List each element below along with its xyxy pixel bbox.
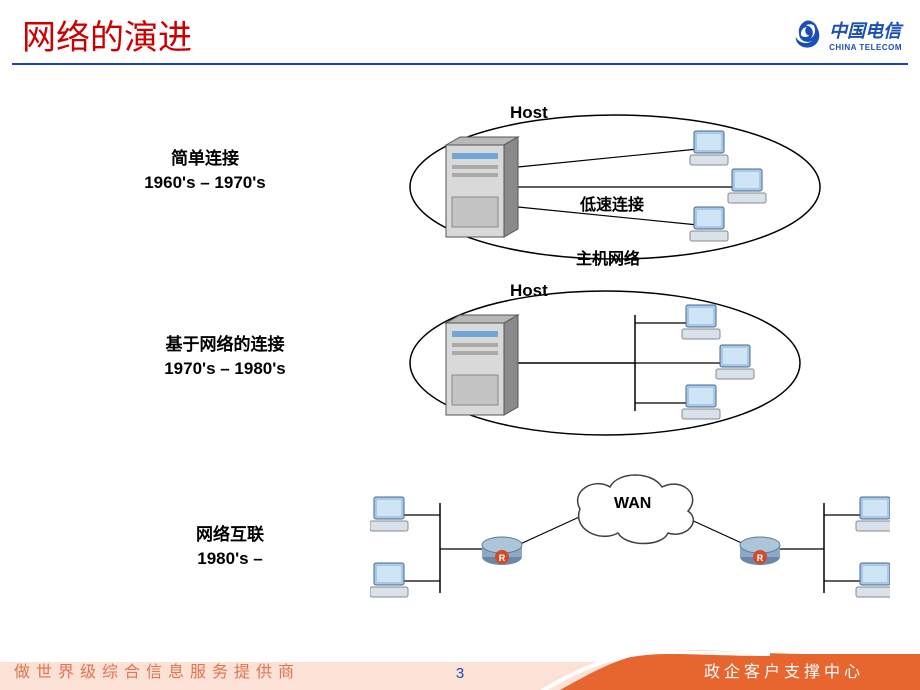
section3-line2: 1980's – (140, 547, 320, 571)
footer: 做世界级综合信息服务提供商 3 政企客户支撑中心 (0, 650, 920, 690)
diagram-internetwork: R R (370, 463, 890, 623)
footer-department: 政企客户支撑中心 (704, 658, 864, 682)
pc-icon (856, 497, 890, 531)
link-label: 低速连接 (580, 191, 644, 215)
pc-icon (370, 497, 408, 531)
pc-icon (716, 345, 754, 379)
section1-line2: 1960's – 1970's (100, 171, 310, 195)
diagram-network-connection: Host (400, 275, 810, 445)
section2-line2: 1970's – 1980's (110, 357, 340, 381)
pc-icon (370, 563, 408, 597)
pc-icon (856, 563, 890, 597)
section1-label: 简单连接 1960's – 1970's (100, 147, 310, 195)
pc-icon (682, 385, 720, 419)
wan-label: WAN (614, 495, 651, 513)
footer-tagline: 做世界级综合信息服务提供商 (14, 658, 300, 682)
section2-label: 基于网络的连接 1970's – 1980's (110, 333, 340, 381)
slide-title: 网络的演进 (22, 10, 192, 59)
router-icon: R (740, 537, 780, 565)
brand-logo: 中国电信 CHINA TELECOM (789, 17, 902, 52)
title-bar: 网络的演进 中国电信 CHINA TELECOM (0, 0, 920, 63)
brand-name-cn: 中国电信 (829, 17, 901, 43)
content-area: 简单连接 1960's – 1970's (0, 65, 920, 625)
diagram-simple-connection: Host 低速连接 主机网络 (400, 97, 830, 267)
host-label: Host (510, 281, 548, 301)
pc-icon (690, 207, 728, 241)
brand-name-en: CHINA TELECOM (829, 43, 902, 52)
svg-text:R: R (499, 553, 506, 563)
host-label: Host (510, 103, 548, 123)
pc-icon (728, 169, 766, 203)
svg-text:R: R (757, 553, 764, 563)
host-icon (446, 315, 518, 415)
section3-label: 网络互联 1980's – (140, 523, 320, 571)
host-icon (446, 137, 518, 237)
section3-line1: 网络互联 (140, 523, 320, 547)
brand-text: 中国电信 CHINA TELECOM (829, 17, 902, 52)
section1-line1: 简单连接 (100, 147, 310, 171)
router-icon: R (482, 537, 522, 565)
pc-icon (690, 131, 728, 165)
net-label: 主机网络 (576, 245, 640, 269)
section2-line1: 基于网络的连接 (110, 333, 340, 357)
pc-icon (682, 305, 720, 339)
page-number: 3 (456, 665, 464, 682)
telecom-swirl-icon (789, 18, 823, 52)
